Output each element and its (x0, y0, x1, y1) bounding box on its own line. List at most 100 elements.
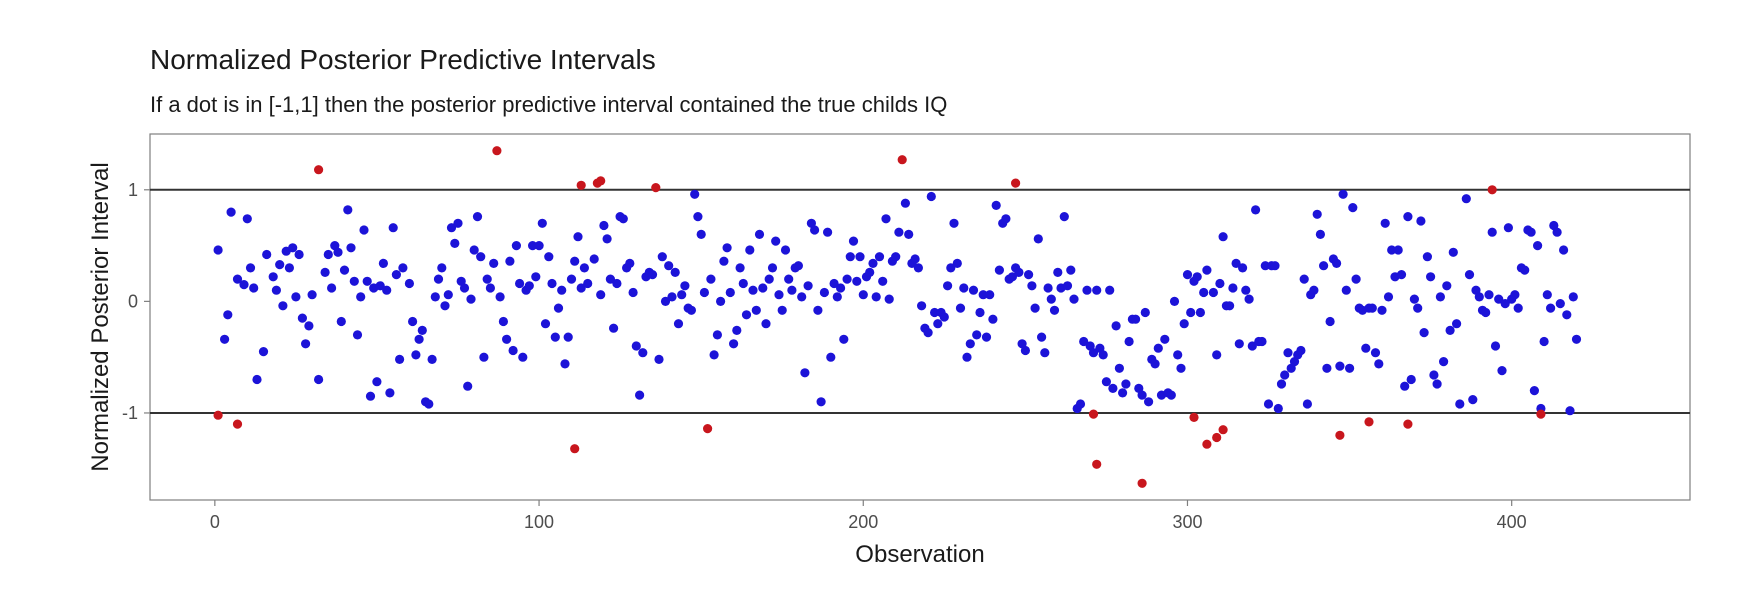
data-point (923, 328, 933, 338)
data-point (868, 258, 878, 268)
data-point (528, 241, 538, 251)
data-point (1040, 348, 1050, 358)
data-point (829, 278, 839, 289)
data-point (343, 205, 353, 215)
data-point (1322, 363, 1332, 373)
plot-panel (149, 133, 1691, 501)
data-point (375, 281, 385, 291)
data-point (249, 283, 259, 293)
data-point (1046, 294, 1056, 304)
data-point (719, 256, 729, 266)
data-point (336, 316, 346, 327)
data-point (1195, 307, 1205, 318)
data-point (955, 303, 966, 313)
data-point (1464, 270, 1475, 280)
data-point (793, 261, 804, 271)
data-point (1419, 328, 1429, 338)
data-point (1228, 283, 1238, 293)
data-point (1247, 341, 1257, 351)
data-point (294, 249, 304, 260)
data-point (557, 285, 567, 295)
data-point (1533, 241, 1543, 251)
data-point (1014, 267, 1024, 277)
data-point (1526, 227, 1536, 237)
data-point (1082, 285, 1092, 295)
data-point (356, 292, 366, 302)
data-point (667, 292, 677, 302)
data-point (485, 283, 495, 293)
x-tick-label: 200 (848, 512, 878, 532)
data-point (278, 301, 288, 311)
data-point (852, 276, 862, 286)
data-point (751, 305, 761, 315)
data-point (502, 334, 512, 344)
x-axis-title: Observation (855, 541, 984, 568)
data-point (1400, 381, 1410, 391)
data-point (550, 332, 560, 342)
data-point (699, 287, 710, 298)
data-point (226, 207, 236, 217)
data-point (1335, 430, 1345, 440)
data-point (1565, 406, 1575, 416)
data-point (1552, 227, 1562, 237)
data-point (1546, 303, 1556, 313)
data-point (1043, 283, 1053, 293)
data-point (1059, 212, 1069, 222)
data-point (813, 305, 823, 315)
data-point (800, 368, 810, 378)
data-point (612, 278, 622, 289)
data-point (391, 270, 401, 280)
data-point (1153, 343, 1163, 353)
data-point (414, 334, 424, 344)
data-point (453, 218, 463, 228)
data-point (1140, 307, 1150, 318)
data-point (252, 374, 262, 385)
data-point (1160, 334, 1170, 344)
data-point (372, 377, 382, 387)
data-point (1571, 334, 1582, 344)
data-point (660, 296, 671, 306)
data-point (975, 307, 985, 318)
data-point (884, 294, 894, 304)
data-point (913, 263, 924, 273)
data-point (1234, 339, 1244, 349)
data-point (1011, 178, 1021, 188)
data-point (952, 258, 962, 268)
data-point (589, 254, 599, 264)
data-point (1131, 314, 1141, 324)
data-point (430, 292, 440, 302)
data-point (848, 236, 859, 246)
data-point (917, 301, 927, 311)
data-point (382, 285, 392, 295)
data-point (534, 241, 544, 251)
data-point (297, 313, 307, 323)
data-point (1263, 399, 1274, 409)
data-point (1166, 390, 1176, 400)
data-point (1251, 205, 1261, 215)
data-point (1562, 310, 1572, 320)
data-point (346, 243, 356, 253)
data-point (1387, 245, 1397, 255)
data-point (1238, 263, 1248, 273)
data-point (1315, 229, 1325, 239)
data-point (320, 267, 330, 277)
data-point (664, 261, 674, 271)
data-point (258, 347, 269, 357)
data-point (271, 285, 281, 295)
data-point (1088, 409, 1099, 419)
data-point (1212, 432, 1222, 443)
data-point (1088, 348, 1099, 358)
data-point (1536, 409, 1546, 419)
data-point (1241, 285, 1251, 295)
data-point (1049, 305, 1060, 315)
data-point (1403, 212, 1413, 222)
data-point (1439, 357, 1449, 367)
data-point (819, 287, 830, 298)
data-point (939, 312, 949, 322)
data-point (670, 267, 680, 277)
data-point (784, 274, 794, 284)
data-point (1121, 379, 1131, 389)
data-point (1416, 216, 1426, 226)
data-point (314, 374, 324, 385)
data-point (1348, 203, 1358, 213)
